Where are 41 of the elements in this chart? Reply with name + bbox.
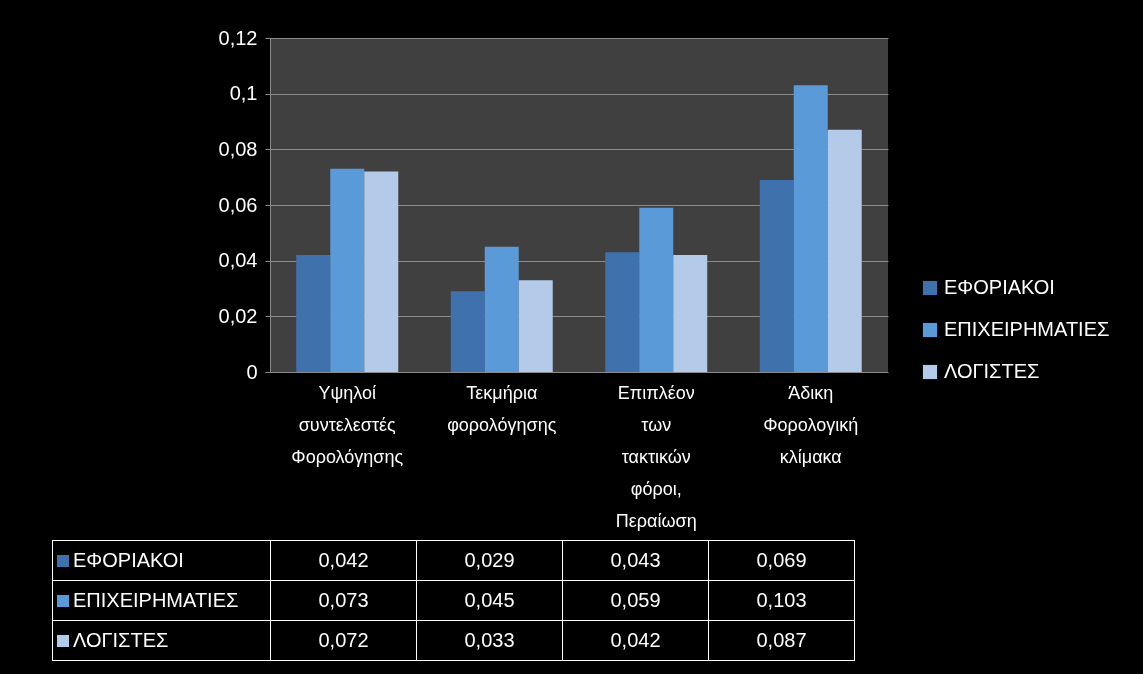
data-label: 0,072 — [270, 620, 417, 661]
bar — [827, 129, 862, 372]
x-tick-label: Επιπλέον των τακτικών φόροι, Περαίωση — [615, 382, 697, 531]
bar — [330, 168, 365, 372]
bar — [364, 171, 399, 372]
y-tick-label: 0,12 — [218, 26, 258, 49]
data-label: 0,042 — [562, 620, 709, 661]
bar — [759, 179, 794, 372]
data-label: 0,059 — [562, 580, 709, 621]
data-label: 0,087 — [708, 620, 855, 661]
y-tick-label: 0,08 — [218, 137, 258, 160]
bar — [639, 207, 674, 372]
bar — [518, 280, 553, 372]
data-label: 0,029 — [416, 540, 563, 581]
data-label: 0,045 — [416, 580, 563, 621]
bar — [450, 291, 485, 372]
legend-label: ΕΦΟΡΙΑΚΟΙ — [944, 276, 1055, 298]
text: ΕΦΟΡΙΑΚΟΙ — [73, 549, 184, 571]
y-tick-label: 0,02 — [218, 304, 258, 327]
y-tick-label: 0,1 — [229, 82, 258, 105]
bar — [605, 252, 640, 372]
text: ΕΠΙΧΕΙΡΗΜΑΤΙΕΣ — [73, 589, 239, 611]
y-tick-label: 0,06 — [218, 193, 258, 216]
bar — [296, 255, 331, 372]
data-label: 0,069 — [708, 540, 855, 581]
data-label: 0,033 — [416, 620, 563, 661]
data-label: 0,043 — [562, 540, 709, 581]
y-tick-label: 0 — [246, 360, 258, 383]
legend-label: ΕΠΙΧΕΙΡΗΜΑΤΙΕΣ — [944, 318, 1110, 340]
x-tick-label: Άδικη Φορολογική κλίμακα — [763, 382, 859, 467]
y-tick-label: 0,04 — [218, 249, 258, 272]
bar — [484, 246, 519, 372]
data-label: 0,073 — [270, 580, 417, 621]
bar — [793, 85, 828, 372]
data-label: 0,103 — [708, 580, 855, 621]
bar — [673, 255, 708, 372]
data-label: 0,042 — [270, 540, 417, 581]
text: ΛΟΓΙΣΤΕΣ — [73, 629, 169, 651]
x-tick-label: Τεκμήρια φορολόγησης — [447, 382, 557, 435]
legend-label: ΛΟΓΙΣΤΕΣ — [944, 360, 1040, 382]
x-tick-label: Υψηλοί συντελεστές Φορολόγησης — [291, 382, 404, 467]
